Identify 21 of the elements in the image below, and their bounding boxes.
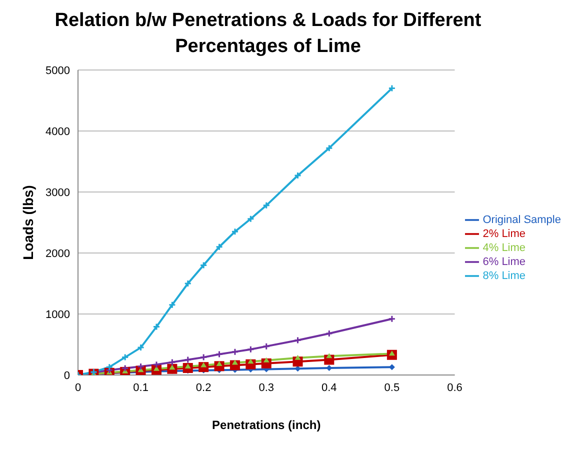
legend-label: 2% Lime — [482, 227, 526, 240]
legend-label: Original Sample — [482, 213, 561, 226]
x-tick-label: 0.1 — [133, 382, 148, 394]
y-tick-label: 5000 — [46, 64, 70, 77]
legend-label: 4% Lime — [482, 241, 526, 254]
x-tick-label: 0.2 — [196, 382, 212, 394]
y-tick-label: 2000 — [46, 248, 70, 260]
y-tick-label: 3000 — [46, 186, 70, 199]
x-tick-label: 0.4 — [322, 382, 337, 394]
chart-title: Relation b/w Penetrations & Loads for Different Percentages of Lime — [54, 9, 482, 59]
legend-label: 8% Lime — [482, 269, 526, 282]
x-tick-label: 0.6 — [447, 382, 462, 394]
x-tick-label: 0.5 — [384, 382, 400, 394]
legend-label: 6% Lime — [482, 255, 526, 268]
y-tick-label: 1000 — [46, 308, 70, 321]
x-axis-title: Penetrations (inch) — [212, 418, 321, 432]
y-tick-label: 0 — [64, 370, 70, 382]
x-tick-label: 0.3 — [258, 382, 274, 394]
y-axis-title: Loads (lbs) — [20, 185, 36, 260]
y-tick-label: 4000 — [46, 126, 70, 138]
x-tick-label: 0 — [74, 382, 82, 394]
